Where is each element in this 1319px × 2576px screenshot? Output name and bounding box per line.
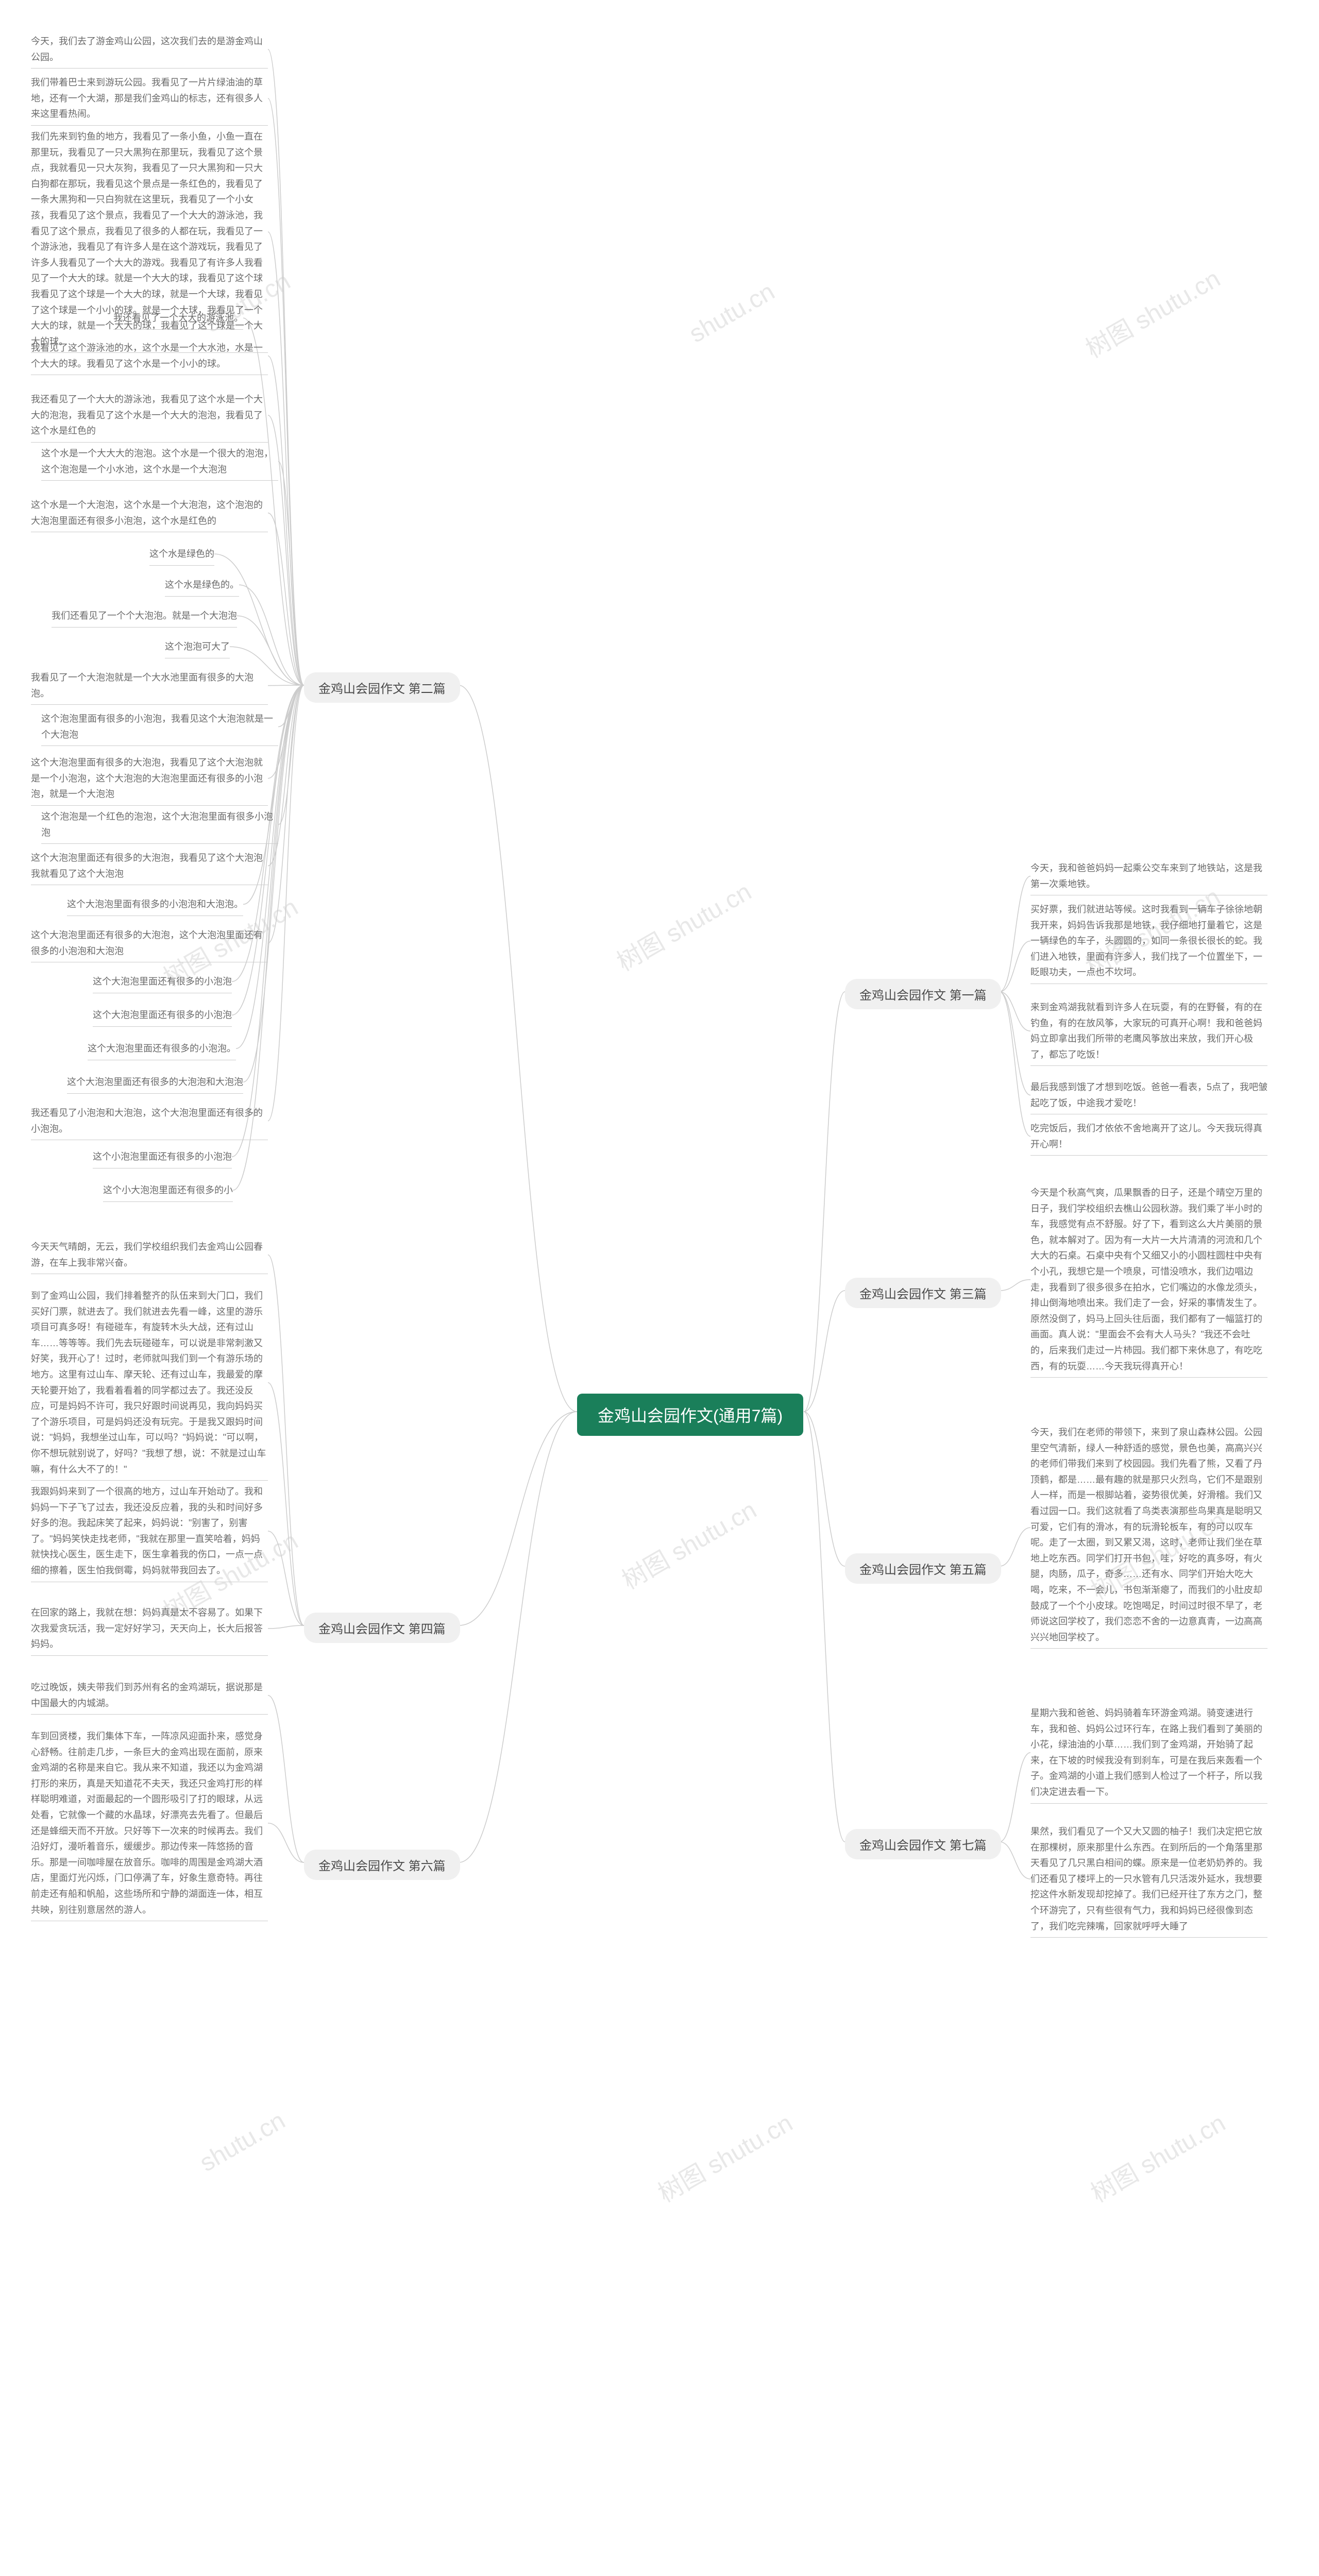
leaf-node: 这个大泡泡里面还有很多的大泡泡和大泡泡: [67, 1074, 243, 1094]
leaf-node: 这个大泡泡里面还有很多的小泡泡。: [88, 1041, 236, 1060]
watermark: shutu.cn: [195, 2106, 290, 2177]
leaf-node: 今天天气晴朗，无云，我们学校组织我们去金鸡山公园春游，在车上我非常兴奋。: [31, 1239, 268, 1274]
leaf-node: 今天，我们去了游金鸡山公园，这次我们去的是游金鸡山公园。: [31, 33, 268, 69]
leaf-node: 今天，我和爸爸妈妈一起乘公交车来到了地铁站，这是我第一次乘地铁。: [1030, 860, 1267, 895]
leaf-node: 到了金鸡山公园，我们排着整齐的队伍来到大门口，我们买好门票，就进去了。我们就进去…: [31, 1288, 268, 1481]
leaf-node: 这个泡泡可大了: [165, 639, 230, 658]
branch-node: 金鸡山会园作文 第六篇: [304, 1850, 460, 1880]
watermark: shutu.cn: [684, 277, 780, 348]
watermark: 树图 shutu.cn: [614, 1490, 762, 1596]
branch-node: 金鸡山会园作文 第七篇: [845, 1829, 1001, 1859]
leaf-node: 这个水是绿色的: [149, 546, 214, 566]
leaf-node: 这个小泡泡里面还有很多的小泡泡: [93, 1149, 232, 1168]
leaf-node: 这个水是一个大大大的泡泡。这个水是一个很大的泡泡，这个泡泡是一个小水池，这个水是…: [41, 446, 278, 481]
leaf-node: 这个大泡泡里面有很多的大泡泡，我看见了这个大泡泡就是一个小泡泡，这个大泡泡的大泡…: [31, 755, 268, 806]
leaf-node: 这个大泡泡里面还有很多的小泡泡: [93, 1007, 232, 1027]
leaf-node: 我看见了这个游泳池的水，这个水是一个大水池，水是一个大大的球。我看见了这个水是一…: [31, 340, 268, 375]
watermark: 树图 shutu.cn: [1083, 2103, 1231, 2209]
leaf-node: 这个水是一个大泡泡，这个水是一个大泡泡，这个泡泡的大泡泡里面还有很多小泡泡，这个…: [31, 497, 268, 532]
watermark: 树图 shutu.cn: [1078, 259, 1226, 365]
leaf-node: 吃完饭后，我们才依依不舍地离开了这儿。今天我玩得真开心啊！: [1030, 1121, 1267, 1156]
branch-node: 金鸡山会园作文 第二篇: [304, 672, 460, 703]
leaf-node: 这个大泡泡里面有很多的小泡泡和大泡泡。: [67, 896, 243, 916]
leaf-node: 这个泡泡是一个红色的泡泡，这个大泡泡里面有很多小泡泡: [41, 809, 278, 844]
watermark: 树图 shutu.cn: [650, 2103, 798, 2209]
leaf-node: 我还看见了一个大大的游泳池。: [113, 310, 243, 330]
leaf-node: 吃过晚饭，姨夫带我们到苏州有名的金鸡湖玩，据说那是中国最大的内城湖。: [31, 1680, 268, 1715]
center-node: 金鸡山会园作文(通用7篇): [577, 1394, 803, 1436]
leaf-node: 我看见了一个大泡泡就是一个大水池里面有很多的大泡泡。: [31, 670, 268, 705]
leaf-node: 今天是个秋高气爽，瓜果飘香的日子，还是个晴空万里的日子，我们学校组织去樵山公园秋…: [1030, 1185, 1267, 1378]
leaf-node: 这个水是绿色的。: [165, 577, 239, 597]
leaf-node: 今天，我们在老师的带领下，来到了泉山森林公园。公园里空气清新，绿人一种舒适的感觉…: [1030, 1425, 1267, 1649]
leaf-node: 我跟妈妈来到了一个很高的地方，过山车开始动了。我和妈妈一下子飞了过去，我还没反应…: [31, 1484, 268, 1582]
watermark: 树图 shutu.cn: [609, 872, 757, 978]
leaf-node: 这个大泡泡里面还有很多的小泡泡: [93, 974, 232, 993]
leaf-node: 车到回贤楼，我们集体下车，一阵凉风迎面扑来，感觉身心舒畅。往前走几步，一条巨大的…: [31, 1728, 268, 1921]
leaf-node: 星期六我和爸爸、妈妈骑着车环游金鸡湖。骑变速进行车，我和爸、妈妈公过环行车，在路…: [1030, 1705, 1267, 1804]
leaf-node: 来到金鸡湖我就看到许多人在玩耍，有的在野餐，有的在钓鱼，有的在放风筝，大家玩的可…: [1030, 999, 1267, 1066]
branch-node: 金鸡山会园作文 第一篇: [845, 979, 1001, 1009]
leaf-node: 在回家的路上，我就在想：妈妈真是太不容易了。如果下次我爱贪玩活，我一定好好学习，…: [31, 1605, 268, 1656]
branch-node: 金鸡山会园作文 第四篇: [304, 1613, 460, 1643]
leaf-node: 这个小大泡泡里面还有很多的小: [103, 1182, 233, 1202]
leaf-node: 我们还看见了一个个大泡泡。就是一个大泡泡: [52, 608, 237, 628]
leaf-node: 这个大泡泡里面还有很多的大泡泡，这个大泡泡里面还有很多的小泡泡和大泡泡: [31, 927, 268, 962]
leaf-node: 这个大泡泡里面还有很多的大泡泡，我看见了这个大泡泡我就看见了这个大泡泡: [31, 850, 268, 885]
leaf-node: 买好票，我们就进站等候。这时我看到一辆车子徐徐地朝我开来，妈妈告诉我那是地铁，我…: [1030, 902, 1267, 984]
leaf-node: 最后我感到饿了才想到吃饭。爸爸一看表，5点了，我吧皱起吃了饭，中途我才爱吃！: [1030, 1079, 1267, 1114]
leaf-node: 我还看见了一个大大的游泳池，我看见了这个水是一个大大的泡泡，我看见了这个水是一个…: [31, 392, 268, 443]
leaf-node: 果然，我们看见了一个又大又圆的柚子！我们决定把它放在那棵树，原来那里什么东西。在…: [1030, 1824, 1267, 1938]
leaf-node: 我还看见了小泡泡和大泡泡，这个大泡泡里面还有很多的小泡泡。: [31, 1105, 268, 1140]
branch-node: 金鸡山会园作文 第三篇: [845, 1278, 1001, 1308]
leaf-node: 这个泡泡里面有很多的小泡泡，我看见这个大泡泡就是一个大泡泡: [41, 711, 278, 746]
branch-node: 金鸡山会园作文 第五篇: [845, 1553, 1001, 1584]
leaf-node: 我们带着巴士来到游玩公园。我看见了一片片绿油油的草地，还有一个大湖，那是我们金鸡…: [31, 75, 268, 126]
